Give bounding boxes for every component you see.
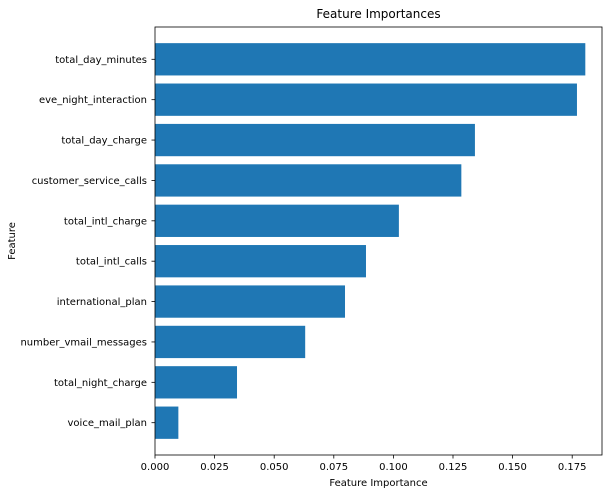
bar-total_day_minutes [155,43,586,76]
x-tick-label: 0.150 [498,462,527,473]
y-tick-label: number_vmail_messages [20,337,147,348]
x-tick-label: 0.050 [260,462,289,473]
bar-total_night_charge [155,366,238,399]
bar-customer_service_calls [155,164,462,197]
bar-total_intl_charge [155,204,399,237]
x-tick-label: 0.000 [141,462,170,473]
bar-number_vmail_messages [155,325,306,359]
bar-international_plan [155,285,346,318]
y-tick-label: total_night_charge [54,378,147,389]
y-tick-label: international_plan [57,297,147,308]
y-tick-label: customer_service_calls [32,176,147,187]
bar-voice_mail_plan [155,406,179,439]
bars-group [155,43,586,439]
y-tick-label: voice_mail_plan [68,418,147,429]
bar-total_intl_calls [155,245,366,278]
x-tick-label: 0.125 [439,462,468,473]
x-tick-label: 0.025 [200,462,229,473]
y-axis-ticks: total_day_minutes eve_night_interactionto… [20,55,155,429]
x-tick-label: 0.175 [558,462,587,473]
chart-title: Feature Importances [316,7,440,21]
y-axis-title: Feature [7,222,18,260]
y-tick-label: total_intl_charge [64,216,147,227]
plot-frame [154,26,603,456]
bar-eve_night_interaction [155,83,577,116]
x-axis-title: Feature Importance [329,478,427,489]
y-tick-label: total_day_minutes [55,55,147,66]
bar-total_day_charge [155,123,475,157]
x-tick-label: 0.100 [379,462,408,473]
y-tick-label: total_intl_calls [76,257,147,268]
x-tick-label: 0.075 [319,462,348,473]
y-tick-label: total_day_charge [61,136,147,147]
x-axis-ticks: 0.000 0.025 0.050 0.075 0.100 0.125 0.150 0.175 [141,455,587,473]
y-tick-label: eve_night_interaction [39,95,147,106]
